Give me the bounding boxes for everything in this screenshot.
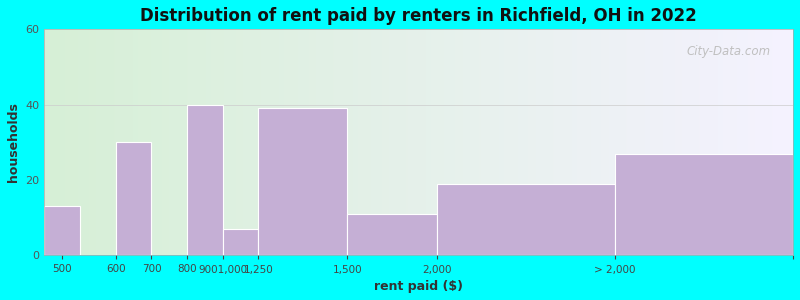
Text: City-Data.com: City-Data.com — [686, 45, 770, 58]
Bar — [615, 154, 793, 256]
Bar — [258, 108, 347, 256]
Bar — [437, 184, 615, 256]
Bar — [116, 142, 151, 256]
Bar — [187, 105, 222, 256]
Title: Distribution of rent paid by renters in Richfield, OH in 2022: Distribution of rent paid by renters in … — [140, 7, 697, 25]
Bar — [45, 206, 80, 256]
Bar — [222, 229, 258, 256]
Y-axis label: households: households — [7, 102, 20, 182]
X-axis label: rent paid ($): rent paid ($) — [374, 280, 463, 293]
Bar — [347, 214, 437, 256]
